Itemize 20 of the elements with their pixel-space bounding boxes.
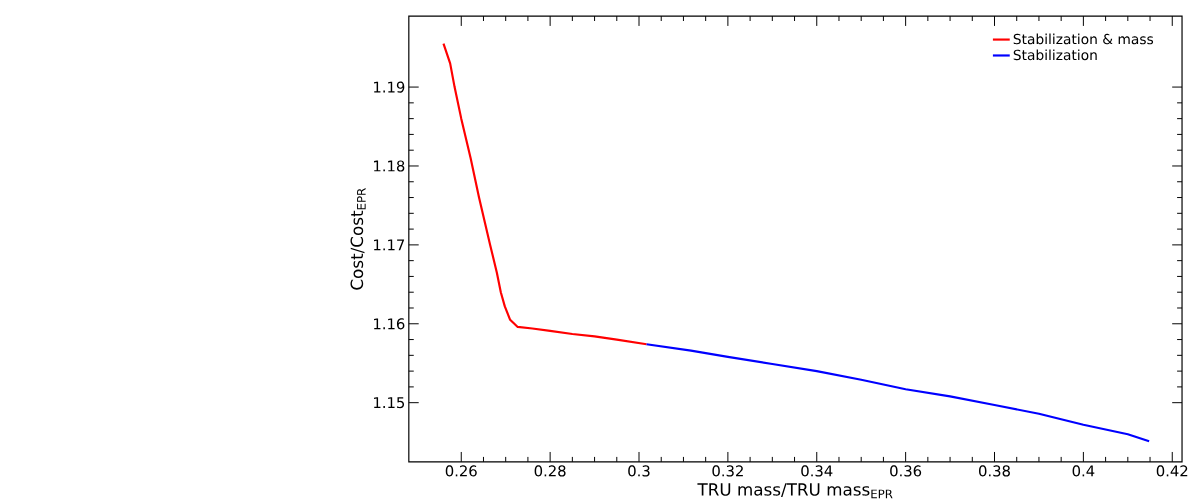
x-tick-label: 0.4 <box>1072 465 1095 477</box>
y-tick-label: 1.15 <box>374 396 405 408</box>
y-tick-label: 1.17 <box>374 239 405 251</box>
x-tick-label: 0.34 <box>801 465 833 477</box>
line-series <box>645 342 1151 443</box>
legend-label: Stabilization & mass <box>1013 33 1154 45</box>
x-tick-label: 0.38 <box>979 465 1010 477</box>
line-series <box>442 42 648 346</box>
y-tick-label: 1.16 <box>374 317 405 330</box>
x-tick-label: 0.36 <box>890 465 922 477</box>
x-tick-label: 0.28 <box>534 465 566 477</box>
y-axis-title: Cost/Cost$_{EPR}$ <box>350 187 366 290</box>
y-tick-label: 1.19 <box>374 81 405 93</box>
y-tick-label: 1.18 <box>374 160 405 172</box>
x-tick-label: 0.42 <box>1156 465 1188 477</box>
x-axis-title: TRU mass/TRU mass$_{EPR}$ <box>697 483 893 498</box>
x-tick-label: 0.32 <box>712 465 743 477</box>
x-tick-label: 0.3 <box>628 465 650 477</box>
legend-label: Stabilization <box>1013 49 1097 60</box>
x-tick-label: 0.26 <box>445 465 477 477</box>
